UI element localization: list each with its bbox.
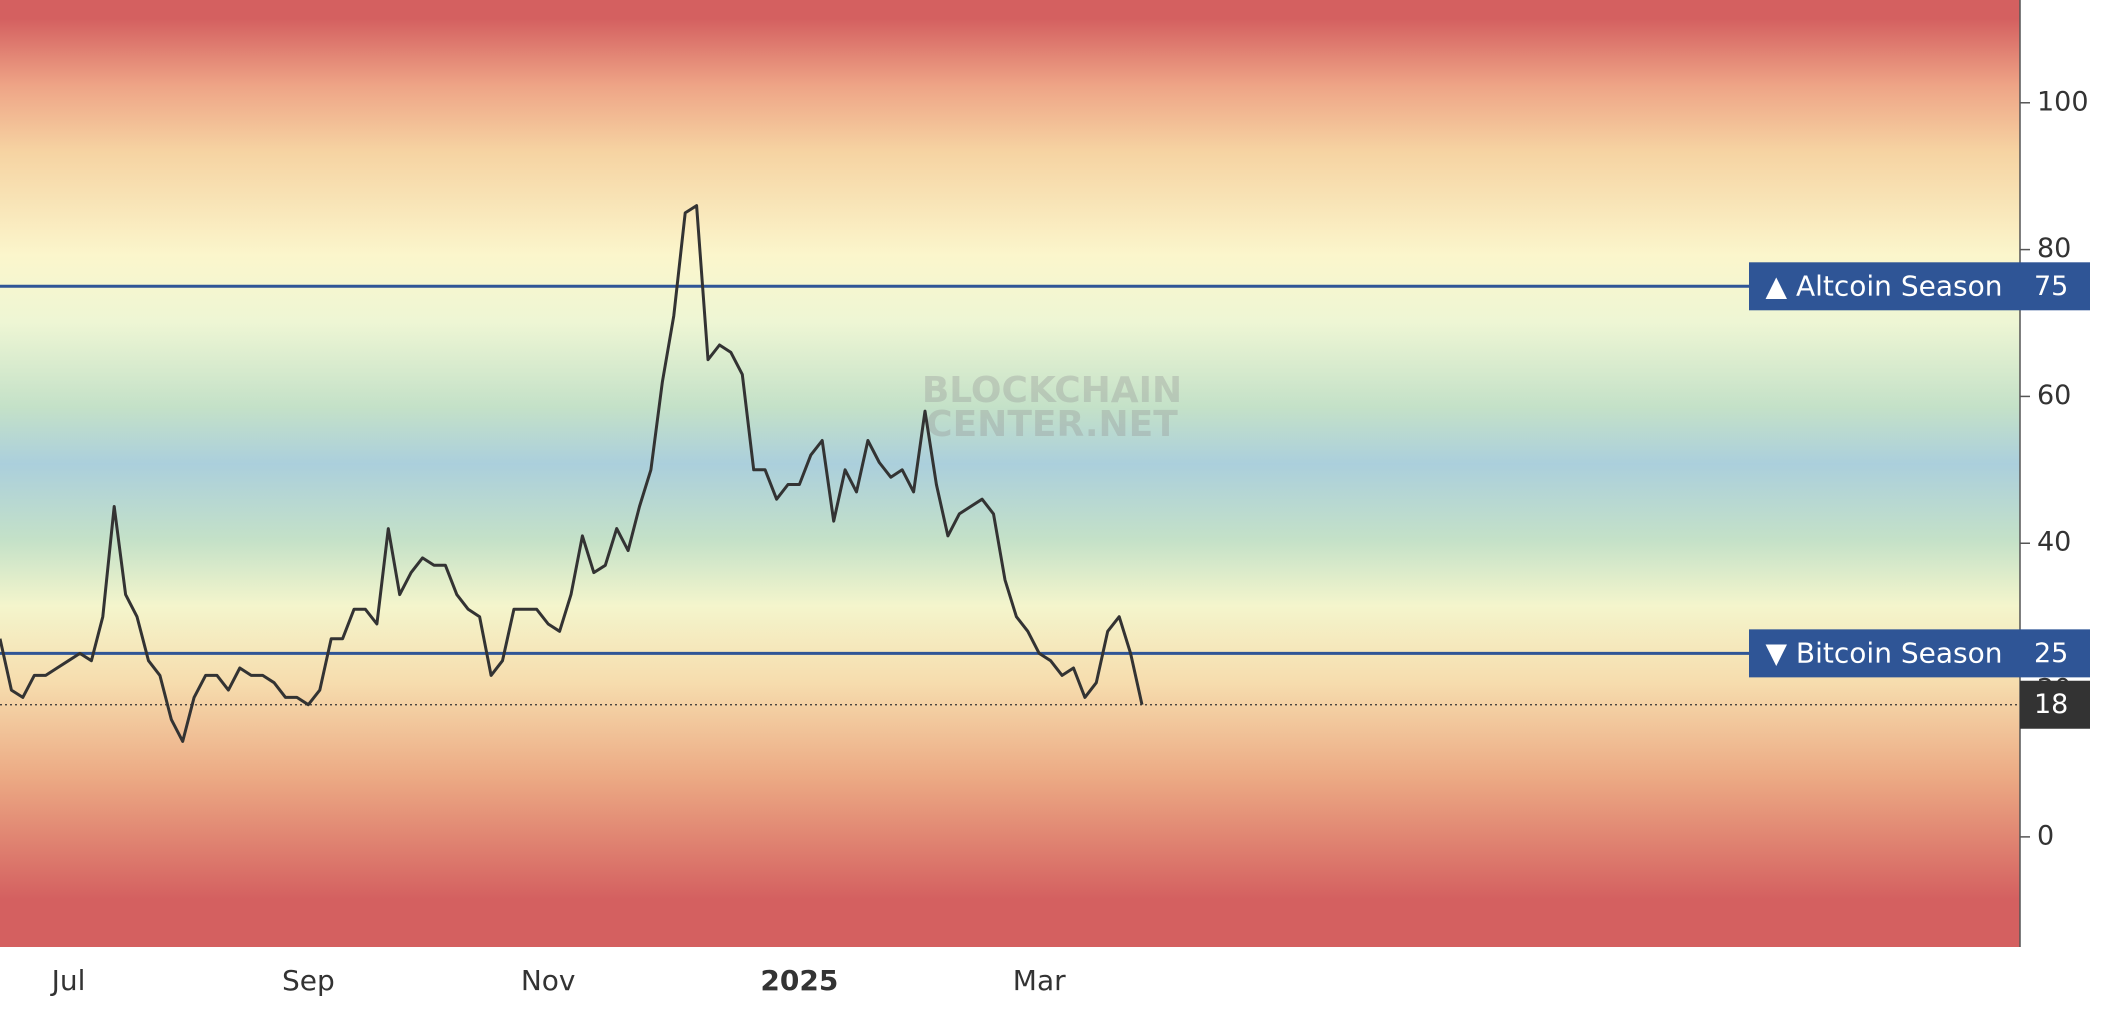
threshold-value: 25 bbox=[2034, 638, 2068, 669]
series-line bbox=[0, 204, 1144, 743]
threshold-label-box bbox=[1749, 629, 2020, 678]
x-tick-label: Jul bbox=[50, 964, 86, 997]
threshold-label: ▼ Bitcoin Season bbox=[1766, 636, 2003, 669]
watermark-text: BLOCKCHAIN bbox=[922, 370, 1182, 411]
y-tick-label: 80 bbox=[2037, 233, 2071, 264]
x-tick-label: Mar bbox=[1013, 964, 1066, 997]
x-tick-label: Nov bbox=[521, 964, 576, 997]
threshold-value: 75 bbox=[2034, 271, 2068, 302]
x-tick-label: 2025 bbox=[760, 964, 838, 997]
y-tick-label: 60 bbox=[2037, 380, 2071, 411]
threshold-label-box bbox=[1749, 262, 2020, 311]
last-value-box bbox=[2020, 680, 2090, 729]
plot-background bbox=[0, 0, 2020, 947]
threshold-value-box bbox=[2020, 262, 2090, 311]
threshold-value-box bbox=[2020, 629, 2090, 678]
y-tick-label: 100 bbox=[2037, 86, 2089, 117]
y-tick-label: 0 bbox=[2037, 820, 2054, 851]
x-tick-label: Sep bbox=[282, 964, 335, 997]
last-value-label: 18 bbox=[2034, 689, 2068, 720]
watermark-text: CENTER.NET bbox=[926, 404, 1178, 445]
y-tick-label: 40 bbox=[2037, 527, 2071, 558]
threshold-label: ▲ Altcoin Season bbox=[1766, 269, 2003, 302]
